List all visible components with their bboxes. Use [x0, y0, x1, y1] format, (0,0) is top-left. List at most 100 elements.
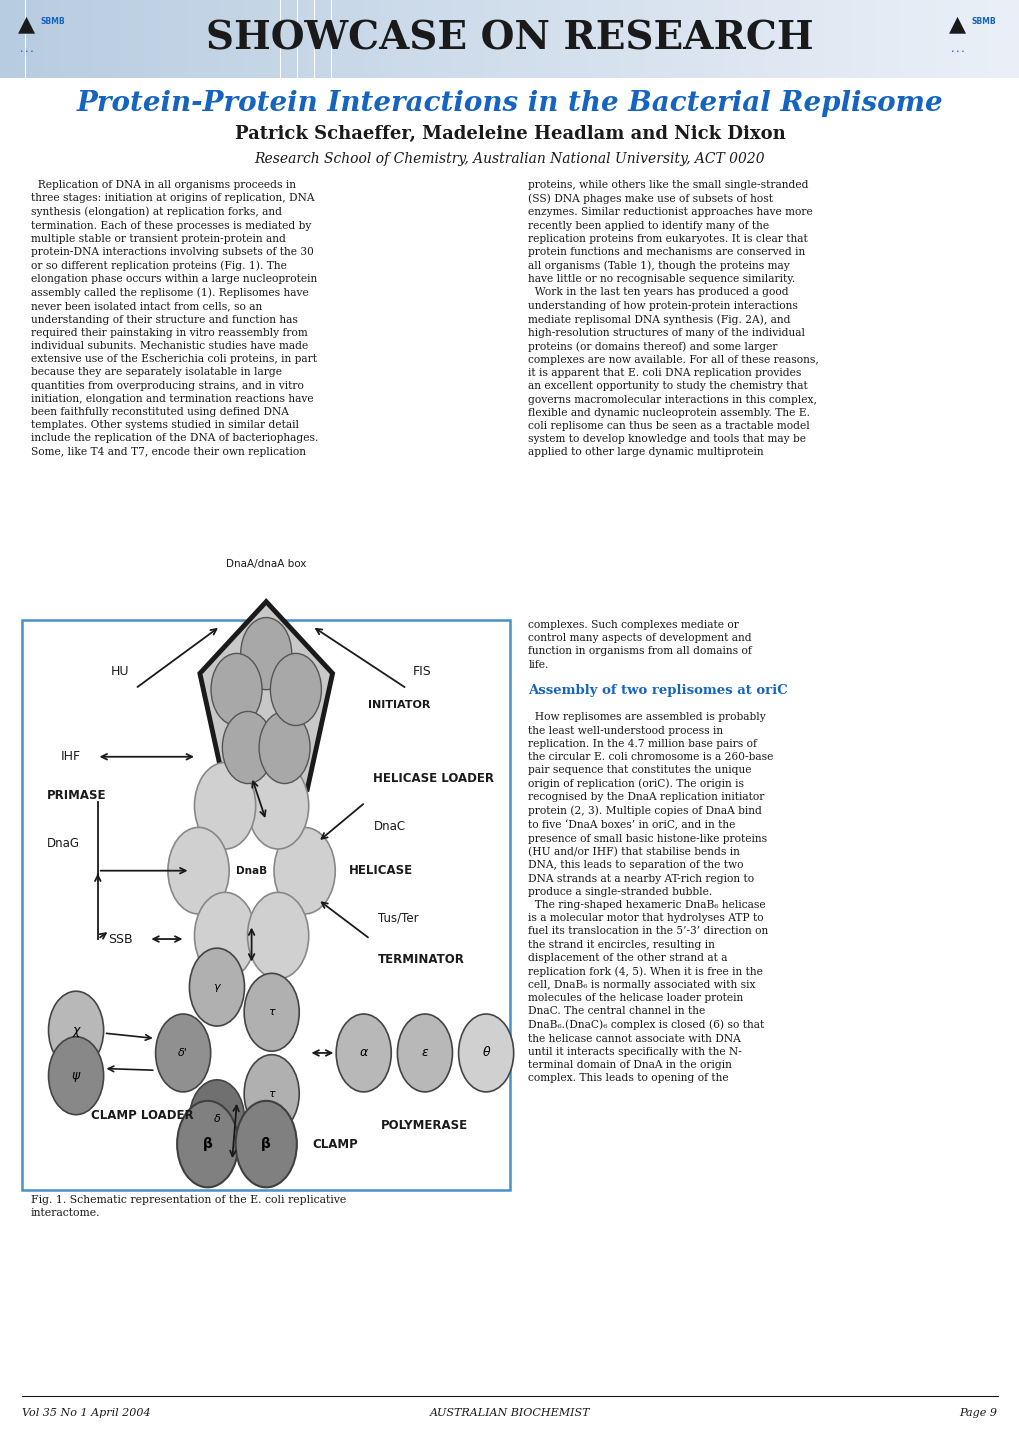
Bar [425, 0, 433, 78]
Bar [229, 0, 237, 78]
Bar [535, 0, 543, 78]
Bar [145, 0, 153, 78]
Text: PRIMASE: PRIMASE [47, 789, 106, 802]
Text: τ: τ [268, 1008, 275, 1017]
Bar [603, 0, 611, 78]
Text: POLYMERASE: POLYMERASE [381, 1119, 468, 1132]
Text: Research School of Chemistry, Australian National University, ACT 0020: Research School of Chemistry, Australian… [255, 151, 764, 166]
Bar [34, 0, 43, 78]
Circle shape [49, 1037, 104, 1115]
Text: SSB: SSB [108, 933, 132, 946]
Bar [917, 0, 925, 78]
Text: θ: θ [482, 1047, 489, 1060]
Bar [25, 0, 34, 78]
Bar [51, 0, 59, 78]
Bar [586, 0, 594, 78]
Bar [484, 0, 492, 78]
Bar [985, 0, 994, 78]
Circle shape [244, 973, 299, 1051]
Bar [221, 0, 229, 78]
Bar [594, 0, 603, 78]
Bar [374, 0, 382, 78]
Circle shape [211, 653, 262, 725]
Text: DnaB: DnaB [235, 865, 267, 875]
Text: ε: ε [421, 1047, 428, 1060]
Circle shape [240, 617, 291, 689]
Bar [731, 0, 739, 78]
Bar [348, 0, 357, 78]
Text: INITIATOR: INITIATOR [368, 701, 430, 711]
Bar [247, 0, 255, 78]
Text: Tus/Ter: Tus/Ter [378, 911, 419, 924]
Bar [390, 0, 399, 78]
Bar [994, 0, 1002, 78]
Circle shape [49, 991, 104, 1069]
Bar [68, 0, 76, 78]
Text: SBMB: SBMB [41, 17, 65, 26]
Text: β: β [203, 1138, 212, 1151]
Text: ψ: ψ [72, 1069, 81, 1083]
Text: DnaG: DnaG [47, 836, 79, 849]
Bar [127, 0, 136, 78]
Bar [357, 0, 365, 78]
Bar [161, 0, 170, 78]
Circle shape [244, 1054, 299, 1132]
Text: complexes. Such complexes mediate or
control many aspects of development and
fun: complexes. Such complexes mediate or con… [528, 620, 751, 669]
Bar [578, 0, 586, 78]
Bar [849, 0, 858, 78]
Bar [59, 0, 68, 78]
Bar [764, 0, 772, 78]
Bar [841, 0, 849, 78]
Text: γ: γ [213, 982, 220, 992]
Bar [339, 0, 348, 78]
Bar [756, 0, 764, 78]
Text: SHOWCASE ON RESEARCH: SHOWCASE ON RESEARCH [206, 20, 813, 58]
Bar [645, 0, 654, 78]
Bar [492, 0, 501, 78]
Text: β: β [261, 1138, 271, 1151]
Bar [866, 0, 874, 78]
Bar [102, 0, 110, 78]
Bar [178, 0, 186, 78]
Bar [823, 0, 833, 78]
Bar [874, 0, 883, 78]
Bar [798, 0, 807, 78]
Bar [306, 0, 314, 78]
Bar [637, 0, 645, 78]
Bar [543, 0, 552, 78]
Text: HELICASE LOADER: HELICASE LOADER [373, 771, 494, 784]
Bar [153, 0, 161, 78]
Bar [399, 0, 408, 78]
Bar [170, 0, 178, 78]
Circle shape [270, 653, 321, 725]
Circle shape [248, 763, 309, 849]
Bar [620, 0, 629, 78]
Text: δ: δ [213, 1113, 220, 1123]
Text: CLAMP: CLAMP [312, 1138, 358, 1151]
Text: τ: τ [268, 1089, 275, 1099]
Bar [772, 0, 782, 78]
Text: α: α [360, 1047, 368, 1060]
Bar [501, 0, 510, 78]
Bar [441, 0, 450, 78]
Bar [713, 0, 721, 78]
Bar [255, 0, 263, 78]
Text: Fig. 1. Schematic representation of the E. coli replicative
interactome.: Fig. 1. Schematic representation of the … [31, 1195, 345, 1218]
Bar [510, 0, 518, 78]
Bar [611, 0, 620, 78]
Circle shape [156, 1014, 211, 1092]
Bar [433, 0, 441, 78]
Bar [331, 0, 339, 78]
Circle shape [168, 828, 229, 914]
Text: FIS: FIS [413, 665, 431, 678]
Text: DnaC: DnaC [373, 819, 406, 832]
Bar [1002, 0, 1011, 78]
Bar [212, 0, 221, 78]
Bar [263, 0, 272, 78]
Bar [43, 0, 51, 78]
Text: HU: HU [111, 665, 129, 678]
Text: DnaA/dnaA box: DnaA/dnaA box [226, 558, 306, 568]
Bar [552, 0, 560, 78]
Bar [467, 0, 476, 78]
Bar [960, 0, 968, 78]
